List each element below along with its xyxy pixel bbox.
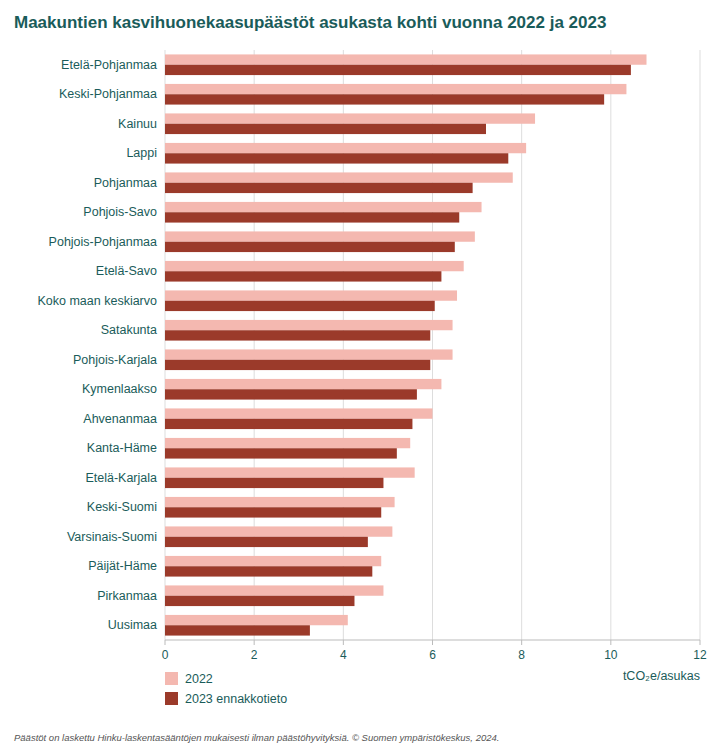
bar bbox=[165, 625, 310, 635]
category-label: Pohjois-Savo bbox=[83, 205, 157, 219]
category-label: Pohjois-Pohjanmaa bbox=[49, 235, 157, 249]
tick-label: 0 bbox=[162, 648, 169, 662]
bar bbox=[165, 478, 383, 488]
grid-line bbox=[521, 50, 522, 640]
bar bbox=[165, 389, 417, 399]
bar bbox=[165, 212, 459, 222]
category-label: Lappi bbox=[126, 146, 157, 160]
grid-line bbox=[700, 50, 701, 640]
legend-swatch bbox=[165, 692, 178, 705]
legend-label: 2022 bbox=[185, 672, 213, 686]
bar bbox=[165, 242, 455, 252]
bar bbox=[165, 54, 647, 64]
bar bbox=[165, 448, 397, 458]
x-axis-label: tCO₂e/asukas bbox=[623, 669, 700, 683]
tick-label: 8 bbox=[518, 648, 525, 662]
category-label: Kymenlaakso bbox=[82, 382, 157, 396]
bar bbox=[165, 143, 526, 153]
category-label: Keski-Suomi bbox=[87, 500, 157, 514]
bar bbox=[165, 507, 381, 517]
bar bbox=[165, 349, 453, 359]
x-axis-line bbox=[165, 640, 700, 641]
bar bbox=[165, 438, 410, 448]
legend-label: 2023 ennakkotieto bbox=[185, 692, 287, 706]
category-label: Pohjanmaa bbox=[94, 176, 157, 190]
bar bbox=[165, 419, 412, 429]
category-label: Varsinais-Suomi bbox=[67, 530, 157, 544]
bar bbox=[165, 615, 348, 625]
tick-label: 2 bbox=[251, 648, 258, 662]
category-label: Päijät-Häme bbox=[88, 559, 157, 573]
legend: 2022 2023 ennakkotieto bbox=[165, 672, 287, 706]
tick-mark bbox=[343, 640, 344, 645]
category-label: Satakunta bbox=[101, 323, 157, 337]
bar bbox=[165, 271, 441, 281]
bar bbox=[165, 467, 415, 477]
legend-swatch bbox=[165, 672, 178, 685]
bar bbox=[165, 585, 383, 595]
footnote: Päästöt on laskettu Hinku-laskentasääntö… bbox=[14, 732, 499, 743]
tick-mark bbox=[432, 640, 433, 645]
bar bbox=[165, 202, 482, 212]
bar bbox=[165, 65, 631, 75]
bars bbox=[165, 54, 647, 635]
tick-label: 4 bbox=[340, 648, 347, 662]
bar bbox=[165, 566, 372, 576]
category-label: Ahvenanmaa bbox=[83, 412, 157, 426]
category-label: Kainuu bbox=[118, 117, 157, 131]
page: {"chart_data": { "type": "bar", "orienta… bbox=[0, 0, 720, 751]
bar bbox=[165, 537, 368, 547]
category-label: Uusimaa bbox=[108, 618, 157, 632]
bar bbox=[165, 301, 435, 311]
tick-mark bbox=[254, 640, 255, 645]
bar bbox=[165, 153, 508, 163]
tick-mark bbox=[610, 640, 611, 645]
bar bbox=[165, 183, 473, 193]
bar bbox=[165, 290, 457, 300]
category-label: Pohjois-Karjala bbox=[73, 353, 157, 367]
category-label: Etelä-Karjala bbox=[85, 471, 157, 485]
bar bbox=[165, 113, 535, 123]
bar bbox=[165, 408, 433, 418]
tick-label: 6 bbox=[429, 648, 436, 662]
bar bbox=[165, 231, 475, 241]
grid-line bbox=[343, 50, 344, 640]
title: Maakuntien kasvihuonekaasupäästöt asukas… bbox=[14, 13, 606, 32]
grid-line bbox=[165, 50, 166, 640]
tick-mark bbox=[165, 640, 166, 645]
grid-line bbox=[254, 50, 255, 640]
bar bbox=[165, 84, 626, 94]
tick-mark bbox=[700, 640, 701, 645]
category-label: Koko maan keskiarvo bbox=[37, 294, 157, 308]
category-label: Etelä-Pohjanmaa bbox=[61, 58, 157, 72]
grid-line bbox=[610, 50, 611, 640]
bar bbox=[165, 94, 604, 104]
category-label: Etelä-Savo bbox=[96, 264, 157, 278]
bar bbox=[165, 320, 453, 330]
grid-line bbox=[432, 50, 433, 640]
tick-mark bbox=[521, 640, 522, 645]
bar bbox=[165, 526, 392, 536]
bar bbox=[165, 261, 464, 271]
category-label: Keski-Pohjanmaa bbox=[59, 87, 157, 101]
category-label: Kanta-Häme bbox=[87, 441, 157, 455]
bar bbox=[165, 379, 441, 389]
tick-label: 10 bbox=[604, 648, 618, 662]
tick-label: 12 bbox=[693, 648, 707, 662]
bar bbox=[165, 124, 486, 134]
bar bbox=[165, 596, 354, 606]
bar bbox=[165, 330, 430, 340]
bar bbox=[165, 360, 430, 370]
bar bbox=[165, 497, 395, 507]
bar bbox=[165, 172, 513, 182]
grid bbox=[165, 50, 700, 640]
bar bbox=[165, 556, 381, 566]
chart: Maakuntien kasvihuonekaasupäästöt asukas… bbox=[0, 0, 720, 751]
category-label: Pirkanmaa bbox=[97, 589, 157, 603]
